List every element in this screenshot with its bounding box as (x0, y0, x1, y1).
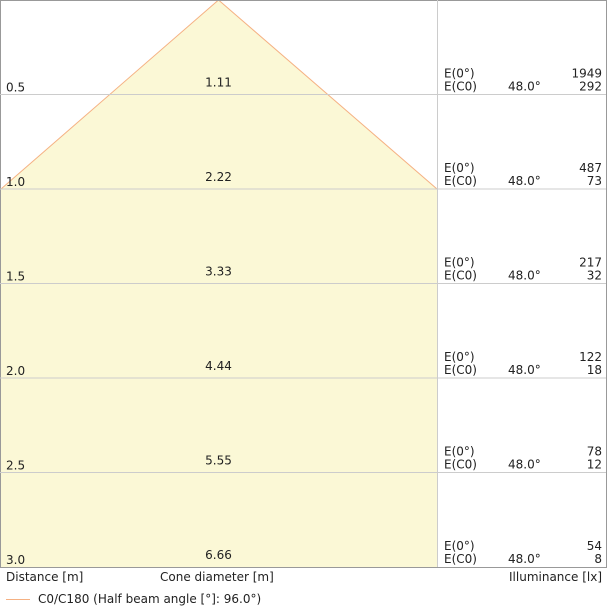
ec0-value: 32 (587, 269, 602, 283)
cone-diameter-axis-label: Cone diameter [m] (160, 570, 274, 584)
e0-value: 217 (579, 256, 602, 270)
ec0-label: E(C0) (444, 174, 477, 188)
illuminance-axis-label: Illuminance [lx] (509, 570, 602, 584)
e0-value: 1949 (571, 67, 602, 81)
ec0-value: 73 (587, 174, 602, 188)
diameter-label: 6.66 (205, 548, 232, 562)
diameter-label: 2.22 (205, 170, 232, 184)
angle-label: 48.0° (508, 552, 541, 566)
diameter-label: 3.33 (205, 265, 232, 279)
e0-label: E(0°) (444, 161, 475, 175)
grid-layer (0, 0, 607, 568)
diameter-label: 1.11 (205, 76, 232, 90)
distance-label: 3.0 (6, 553, 25, 567)
ec0-value: 12 (587, 458, 602, 472)
e0-label: E(0°) (444, 539, 475, 553)
distance-axis-label: Distance [m] (6, 570, 84, 584)
distance-label: 1.5 (6, 270, 25, 284)
ec0-value: 292 (579, 80, 602, 94)
ec0-label: E(C0) (444, 80, 477, 94)
legend: C0/C180 (Half beam angle [°]: 96.0°) (6, 591, 261, 607)
angle-label: 48.0° (508, 80, 541, 94)
e0-value: 78 (587, 445, 602, 459)
legend-label: C0/C180 (Half beam angle [°]: 96.0°) (38, 592, 262, 606)
distance-label: 2.5 (6, 459, 25, 473)
e0-value: 54 (587, 539, 602, 553)
e0-label: E(0°) (444, 67, 475, 81)
distance-label: 0.5 (6, 81, 25, 95)
e0-label: E(0°) (444, 256, 475, 270)
ec0-value: 18 (587, 363, 602, 377)
angle-label: 48.0° (508, 269, 541, 283)
ec0-label: E(C0) (444, 363, 477, 377)
ec0-value: 8 (594, 552, 602, 566)
ec0-label: E(C0) (444, 269, 477, 283)
angle-label: 48.0° (508, 458, 541, 472)
ec0-label: E(C0) (444, 458, 477, 472)
angle-label: 48.0° (508, 174, 541, 188)
angle-label: 48.0° (508, 363, 541, 377)
diameter-label: 5.55 (205, 454, 232, 468)
e0-label: E(0°) (444, 445, 475, 459)
ec0-label: E(C0) (444, 552, 477, 566)
e0-label: E(0°) (444, 350, 475, 364)
e0-value: 487 (579, 161, 602, 175)
e0-value: 122 (579, 350, 602, 364)
diameter-label: 4.44 (205, 359, 232, 373)
legend-line-swatch (6, 598, 30, 600)
distance-label: 1.0 (6, 175, 25, 189)
distance-label: 2.0 (6, 364, 25, 378)
